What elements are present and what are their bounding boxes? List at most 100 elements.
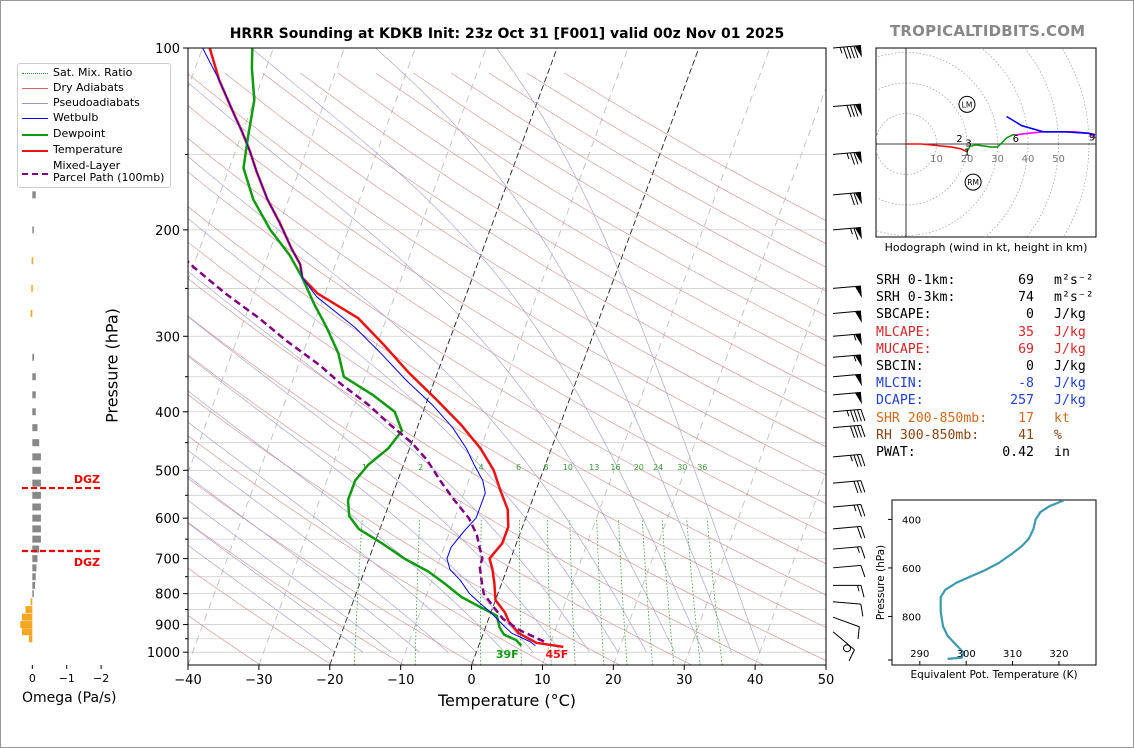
omega-tick-label: −2 [93, 672, 109, 685]
wind-barb [832, 226, 862, 240]
omega-bar [32, 439, 40, 447]
hodograph-ring-label: 40 [1022, 154, 1035, 165]
x-tick-label: 20 [605, 673, 622, 688]
legend-swatch [22, 103, 48, 104]
series-wetbulb [202, 48, 536, 647]
hodograph-ring-label: 10 [930, 154, 943, 165]
isotherm [400, 48, 629, 665]
barb-full [860, 565, 866, 578]
calm-wind-marker [843, 644, 851, 653]
omega-bar [32, 535, 41, 543]
barb-full [849, 193, 855, 206]
omega-bar [32, 573, 36, 581]
hodograph-height-label: 2 [956, 134, 962, 145]
mixing-ratio-line [706, 518, 723, 665]
theta-x-label: Equivalent Pot. Temperature (K) [910, 669, 1077, 681]
barb-shaft [832, 546, 861, 550]
isotherm [329, 48, 558, 665]
barb-shaft [832, 191, 861, 196]
legend-swatch [22, 150, 48, 152]
x-tick-label: −20 [316, 673, 343, 688]
legend-label: Temperature [53, 143, 123, 156]
omega-axis-label: Omega (Pa/s) [22, 690, 117, 706]
stat-label: MLCAPE: [876, 324, 932, 340]
barb-full [853, 152, 859, 165]
legend-label: Mixed-Layer [53, 159, 121, 172]
legend-swatch [22, 88, 48, 89]
wind-barb [832, 631, 855, 662]
stat-value: 0 [1026, 358, 1034, 374]
barb-full [849, 104, 855, 117]
theta-x-tick-label: 300 [957, 649, 976, 660]
wind-barb [832, 191, 862, 206]
pseudoadiabat [188, 421, 477, 653]
brand-label: TROPICALTIDBITS.COM [890, 22, 1086, 40]
barb-full [856, 526, 862, 539]
stat-label: PWAT: [876, 444, 916, 460]
x-axis-label: Temperature (°C) [437, 691, 577, 710]
dry-adiabat [188, 615, 261, 665]
hodograph-caption: Hodograph (wind in kt, height in km) [884, 241, 1088, 254]
theta-e-panel: 290 300 310 320 400 600 800 Equivalent Pot. Tem… [875, 499, 1097, 681]
stat-value: 0 [1026, 307, 1034, 323]
stat-row: SBCAPE: 0 J/kg [876, 306, 1106, 323]
chart-title: HRRR Sounding at KDKB Init: 23z Oct 31 [… [229, 26, 785, 42]
mixing-ratio-line [686, 518, 701, 665]
dry-adiabat [375, 72, 826, 341]
stat-value: 257 [1010, 393, 1034, 409]
stat-label: SHR 200-850mb: [876, 410, 988, 426]
pseudoadiabat [188, 449, 449, 653]
theta-y-tick-label: 400 [902, 515, 921, 526]
stat-value: 74 [1018, 290, 1034, 306]
pseudoadiabat [188, 156, 647, 653]
x-tick-label: 40 [747, 673, 764, 688]
stat-unit: J/kg [1054, 393, 1086, 409]
omega-bar [32, 503, 41, 511]
series-temperature [208, 48, 564, 649]
omega-bar [30, 309, 33, 317]
dry-adiabat [262, 72, 826, 420]
mixing-ratio-line [618, 518, 628, 665]
barb-shaft [832, 354, 861, 358]
wind-barb [832, 504, 866, 517]
barb-shaft [832, 333, 861, 337]
legend-label: Pseudoadiabats [53, 96, 140, 109]
pseudoadiabat [188, 544, 335, 653]
legend-label: Sat. Mix. Ratio [53, 66, 133, 79]
legend-label: Dry Adiabats [53, 81, 124, 94]
barb-full [860, 425, 866, 438]
sounding-stats: SRH 0-1km: 69 m²s⁻² SRH 0-3km: 74 m²s⁻² SBCAPE… [876, 272, 1106, 461]
wind-barb [832, 310, 862, 323]
pseudoadiabat [496, 48, 761, 653]
barb-half [856, 546, 860, 553]
omega-bar [20, 621, 33, 629]
omega-tick-label: −1 [59, 672, 75, 685]
legend-swatch [22, 73, 48, 74]
y-tick-label: 500 [155, 464, 180, 479]
barb-shaft [832, 480, 861, 484]
omega-bar [32, 453, 41, 461]
theta-x-tick-label: 310 [1003, 649, 1022, 660]
stat-row: MLCIN: -8 J/kg [876, 375, 1106, 392]
isotherm [188, 48, 345, 474]
barb-flag [854, 354, 862, 367]
barb-full [842, 46, 848, 59]
omega-bar [32, 353, 35, 361]
barb-full [860, 454, 866, 467]
pseudoadiabat [188, 270, 590, 653]
omega-bar [32, 590, 34, 598]
omega-bar [32, 545, 40, 553]
dry-adiabat [188, 354, 692, 665]
dry-adiabat [188, 567, 333, 665]
theta-x-tick-label: 290 [910, 649, 929, 660]
legend-swatch [22, 173, 48, 175]
barb-full [857, 626, 860, 640]
theta-e-line [939, 500, 1064, 660]
barb-full [853, 454, 859, 467]
omega-bar [32, 491, 41, 499]
barb-shaft [832, 424, 861, 429]
stat-label: DCAPE: [876, 393, 924, 409]
mixing-ratio-label: 6 [516, 463, 521, 472]
pseudoadiabat [251, 48, 704, 653]
